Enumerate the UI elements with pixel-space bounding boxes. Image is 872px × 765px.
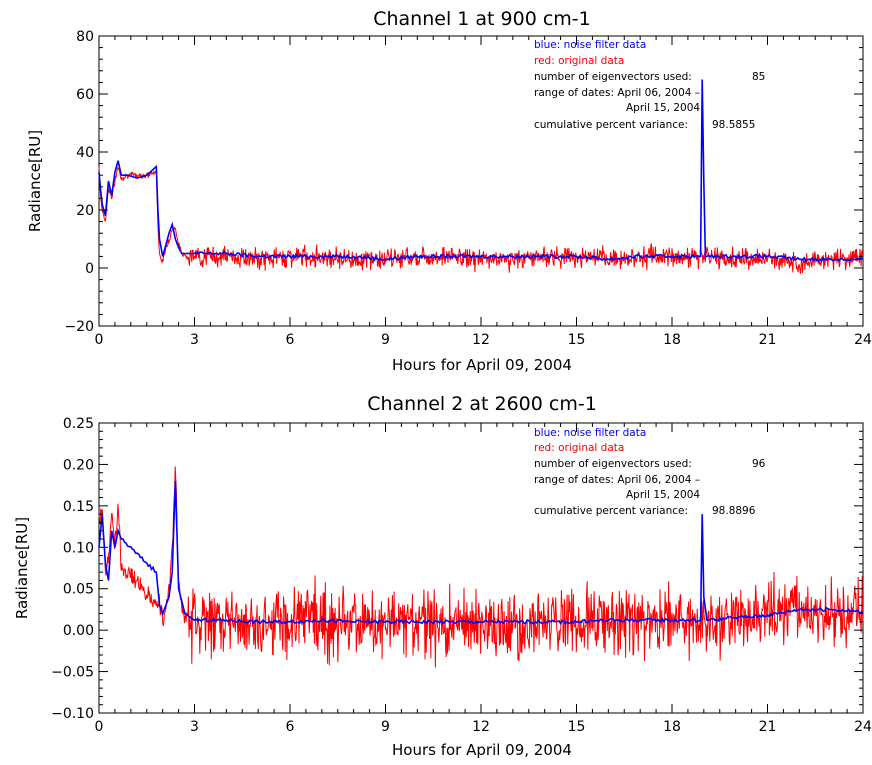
x-tick-label: 3 <box>190 332 199 348</box>
series-line-original <box>98 166 864 275</box>
y-tick-label: 40 <box>76 145 94 161</box>
y-tick-label: 80 <box>76 29 94 45</box>
date-range-label: range of dates: April 06, 2004 – <box>534 87 700 99</box>
series-line-filtered <box>98 480 864 626</box>
x-tick-label: 18 <box>663 332 681 348</box>
y-tick-label: −0.10 <box>51 706 94 722</box>
x-tick-label: 21 <box>759 719 777 735</box>
x-tick-label: 9 <box>381 332 390 348</box>
x-tick-label: 6 <box>286 332 295 348</box>
x-tick-label: 0 <box>95 332 104 348</box>
y-tick-label: −20 <box>64 319 94 335</box>
date-range-label: range of dates: April 06, 2004 – <box>534 474 700 486</box>
x-tick-label: 12 <box>472 719 490 735</box>
y-tick-label: 0.20 <box>63 457 94 473</box>
chart-panel-1: Channel 1 at 900 cm-1 0 3 6 9 12 15 18 21 24−200… <box>26 8 872 374</box>
annotation-block: blue: noise filter data red: original da… <box>534 427 766 517</box>
x-tick-label: 15 <box>568 719 586 735</box>
variance-value: 98.5855 <box>712 119 755 131</box>
series-group <box>98 466 864 668</box>
y-tick-label: 0.15 <box>63 499 94 515</box>
y-tick-label: 0.05 <box>63 582 94 598</box>
date-range-end: April 15, 2004 <box>626 102 700 114</box>
x-axis-label: Hours for April 09, 2004 <box>392 356 572 374</box>
y-tick-label: 60 <box>76 87 94 103</box>
series-group <box>98 79 864 275</box>
x-tick-label: 9 <box>381 719 390 735</box>
plot-frame <box>98 422 864 714</box>
chart-title: Channel 1 at 900 cm-1 <box>373 8 591 30</box>
eigenvector-value: 96 <box>752 458 766 470</box>
chart-title: Channel 2 at 2600 cm-1 <box>367 393 597 415</box>
y-tick-label: −0.05 <box>51 665 94 681</box>
x-tick-label: 24 <box>854 719 872 735</box>
eigenvector-value: 85 <box>752 71 765 83</box>
y-tick-label: 0 <box>85 261 94 277</box>
legend-red: red: original data <box>534 442 624 454</box>
x-tick-label: 24 <box>854 332 872 348</box>
y-tick-label: 0.10 <box>63 540 94 556</box>
annotation-block: blue: noise filter data red: original da… <box>534 39 765 131</box>
y-axis-label: Radiance[RU] <box>13 517 31 619</box>
x-tick-label: 18 <box>663 719 681 735</box>
legend-red: red: original data <box>534 55 624 67</box>
variance-label: cumulative percent variance: <box>534 505 688 517</box>
x-tick-label: 12 <box>472 332 490 348</box>
series-line-original <box>98 466 864 668</box>
date-range-end: April 15, 2004 <box>626 489 700 501</box>
legend-blue: blue: noise filter data <box>534 39 646 51</box>
y-axis-label: Radiance[RU] <box>26 130 44 232</box>
series-line-filtered <box>98 79 864 263</box>
y-tick-label: 0.25 <box>63 416 94 432</box>
y-tick-label: 20 <box>76 203 94 219</box>
chart-panel-2: Channel 2 at 2600 cm-1 0 3 6 9 12 15 18 21 24 −0.… <box>13 393 872 759</box>
variance-label: cumulative percent variance: <box>534 119 688 131</box>
eigenvector-label: number of eigenvectors used: <box>534 71 692 83</box>
x-tick-label: 21 <box>759 332 777 348</box>
x-tick-label: 0 <box>95 719 104 735</box>
tick-group: 0 3 6 9 12 15 18 21 24 −0.10 −0.05 0.00 0.05 0.10 0.15… <box>51 416 872 735</box>
variance-value: 98.8896 <box>712 505 756 517</box>
x-tick-label: 6 <box>286 719 295 735</box>
x-axis-label: Hours for April 09, 2004 <box>392 741 572 759</box>
x-tick-label: 3 <box>190 719 199 735</box>
plot-frame <box>98 35 864 327</box>
x-tick-label: 15 <box>568 332 586 348</box>
eigenvector-label: number of eigenvectors used: <box>534 458 692 470</box>
y-tick-label: 0.00 <box>63 623 94 639</box>
legend-blue: blue: noise filter data <box>534 427 646 439</box>
